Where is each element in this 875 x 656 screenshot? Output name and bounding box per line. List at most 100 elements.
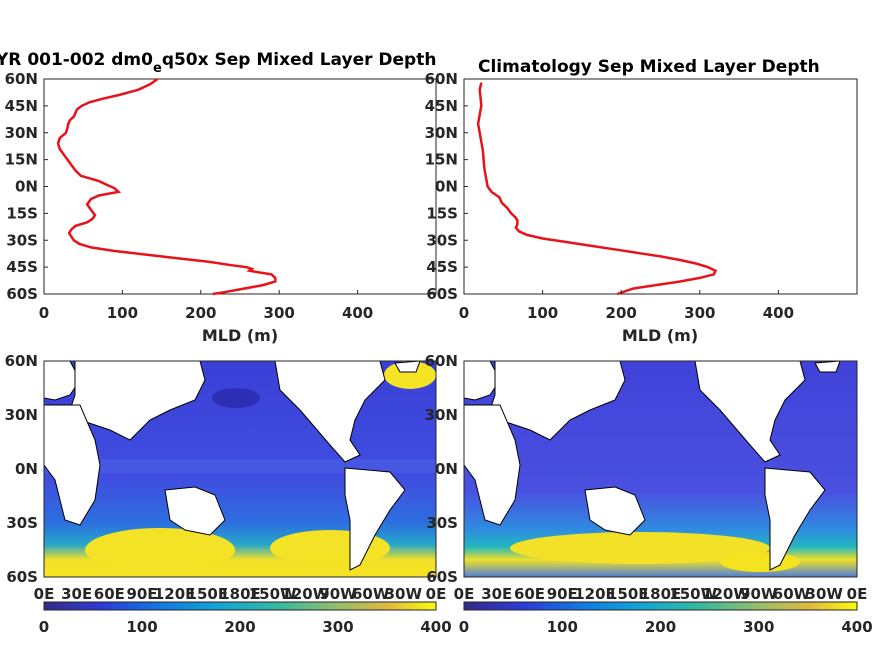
x-tick-label: 400	[342, 304, 373, 322]
x-tick-label: 100	[107, 304, 138, 322]
y-tick-label: 60S	[426, 285, 458, 303]
model-land-australia	[164, 486, 226, 536]
panel-model-profile: YR 001-002 dm0eq50x Sep Mixed Layer Dept…	[0, 50, 437, 345]
model-colorbar: 0 100 200 300 400	[39, 601, 452, 636]
colorbar-tick-label: 0	[39, 618, 49, 636]
map-x-tick-label: 90W	[740, 585, 778, 603]
y-tick-label: 45N	[5, 97, 38, 115]
map-x-tick-label: 120E	[574, 585, 616, 603]
climatology-land-greenland	[814, 360, 841, 373]
climatology-map-y-ticks: 60N 30N 0N 30S 60S	[425, 352, 458, 586]
model-southern-ocean-deep-mld	[85, 528, 235, 572]
model-profile-frame	[43, 78, 437, 295]
map-x-tick-label: 90E	[547, 585, 578, 603]
climatology-profile-x-label: MLD (m)	[622, 326, 698, 345]
map-x-tick-label: 150E	[187, 585, 229, 603]
map-y-tick-label: 60S	[426, 568, 458, 586]
map-x-tick-label: 0E	[426, 585, 447, 603]
climatology-colorbar-ticks: 0 100 200 300 400	[459, 618, 873, 636]
x-tick-label: 200	[185, 304, 216, 322]
y-tick-label: 15N	[425, 151, 458, 169]
y-tick-label: 15S	[6, 204, 38, 222]
x-tick-label: 300	[264, 304, 295, 322]
panel-model-title: YR 001-002 dm0eq50x Sep Mixed Layer Dept…	[0, 50, 436, 76]
map-y-tick-label: 0N	[15, 460, 38, 478]
x-tick-label: 400	[763, 304, 794, 322]
y-tick-label: 45S	[426, 258, 458, 276]
map-x-tick-label: 30E	[61, 585, 92, 603]
colorbar-tick-label: 100	[126, 618, 157, 636]
x-tick-label: 200	[606, 304, 637, 322]
climatology-mld-line	[476, 82, 718, 296]
climatology-land-africa	[463, 404, 521, 526]
model-profile-x-label: MLD (m)	[202, 326, 278, 345]
map-x-tick-label: 150W	[669, 585, 717, 603]
map-x-tick-label: 30W	[806, 585, 844, 603]
map-x-tick-label: 60E	[514, 585, 545, 603]
map-x-tick-label: 60W	[352, 585, 390, 603]
model-map-frame	[43, 360, 437, 578]
x-tick-label: 0	[459, 304, 469, 322]
map-x-tick-label: 60E	[94, 585, 125, 603]
y-tick-label: 30N	[425, 124, 458, 142]
map-x-tick-label: 120W	[702, 585, 750, 603]
panel-climatology-map: 60N 30N 0N 30S 60S 0E 30E 60E 90E120E150E180E15…	[425, 352, 868, 603]
climatology-land-australia	[584, 486, 646, 536]
map-x-tick-label: 90W	[319, 585, 357, 603]
y-tick-label: 0N	[435, 178, 458, 196]
y-tick-label: 45S	[6, 258, 38, 276]
map-x-tick-label: 90E	[126, 585, 157, 603]
model-colorbar-ticks: 0 100 200 300 400	[39, 618, 452, 636]
climatology-map-frame	[463, 360, 858, 578]
y-tick-label: 60N	[5, 70, 38, 88]
map-x-tick-label: 120W	[281, 585, 329, 603]
colorbar-tick-label: 200	[645, 618, 676, 636]
climatology-land-north-america	[694, 360, 806, 463]
climatology-colorbar-scale	[463, 601, 858, 611]
y-tick-label: 0N	[15, 178, 38, 196]
model-map-x-ticks: 0E 30E 60E 90E120E150E180E150W120W90W60W30W…	[34, 585, 447, 603]
colorbar-tick-label: 400	[420, 618, 451, 636]
model-north-pacific-eddy	[212, 388, 260, 408]
y-tick-label: 30S	[426, 231, 458, 249]
model-profile-x-ticks: 0 100 200 300 400	[39, 290, 373, 322]
map-x-tick-label: 0E	[454, 585, 475, 603]
model-land-south-america	[344, 467, 406, 571]
y-tick-label: 30S	[6, 231, 38, 249]
climatology-southern-ocean-deep-mld	[510, 532, 770, 564]
map-y-tick-label: 30N	[425, 406, 458, 424]
map-x-tick-label: 180E	[219, 585, 261, 603]
x-tick-label: 100	[527, 304, 558, 322]
model-land-africa	[43, 404, 101, 526]
map-x-tick-label: 30W	[385, 585, 423, 603]
map-y-tick-label: 60N	[425, 352, 458, 370]
model-mld-line	[56, 77, 277, 296]
climatology-profile-frame	[463, 78, 858, 295]
map-x-tick-label: 30E	[481, 585, 512, 603]
map-x-tick-label: 150W	[249, 585, 297, 603]
map-x-tick-label: 150E	[607, 585, 649, 603]
model-colorbar-scale	[43, 601, 437, 611]
map-x-tick-label: 180E	[640, 585, 682, 603]
climatology-land-south-america	[764, 467, 826, 571]
x-tick-label: 0	[39, 304, 49, 322]
climatology-profile-y-ticks: 60N 45N 30N 15N 0N 15S 30S 45S 60S	[425, 70, 468, 303]
climatology-map-land	[463, 360, 841, 571]
panel-climatology-title: Climatology Sep Mixed Layer Depth	[478, 57, 820, 77]
map-y-tick-label: 30S	[426, 514, 458, 532]
climatology-profile-x-ticks: 0 100 200 300 400	[459, 290, 794, 322]
model-land-greenland	[394, 360, 421, 373]
y-tick-label: 15N	[5, 151, 38, 169]
model-land-north-america	[274, 360, 386, 463]
colorbar-tick-label: 100	[547, 618, 578, 636]
climatology-colorbar: 0 100 200 300 400	[459, 601, 873, 636]
panel-model-map: 60N 30N 0N 30S 60S 0E 30E 60E 90E120E150E180E15…	[5, 352, 447, 603]
map-y-tick-label: 30N	[5, 406, 38, 424]
climatology-map-x-ticks: 0E 30E 60E 90E120E150E180E150W120W90W60W30W…	[454, 585, 868, 603]
model-profile-y-ticks: 60N 45N 30N 15N 0N 15S 30S 45S 60S	[5, 70, 48, 303]
x-tick-label: 300	[684, 304, 715, 322]
colorbar-tick-label: 300	[322, 618, 353, 636]
colorbar-tick-label: 0	[459, 618, 469, 636]
colorbar-tick-label: 400	[841, 618, 872, 636]
